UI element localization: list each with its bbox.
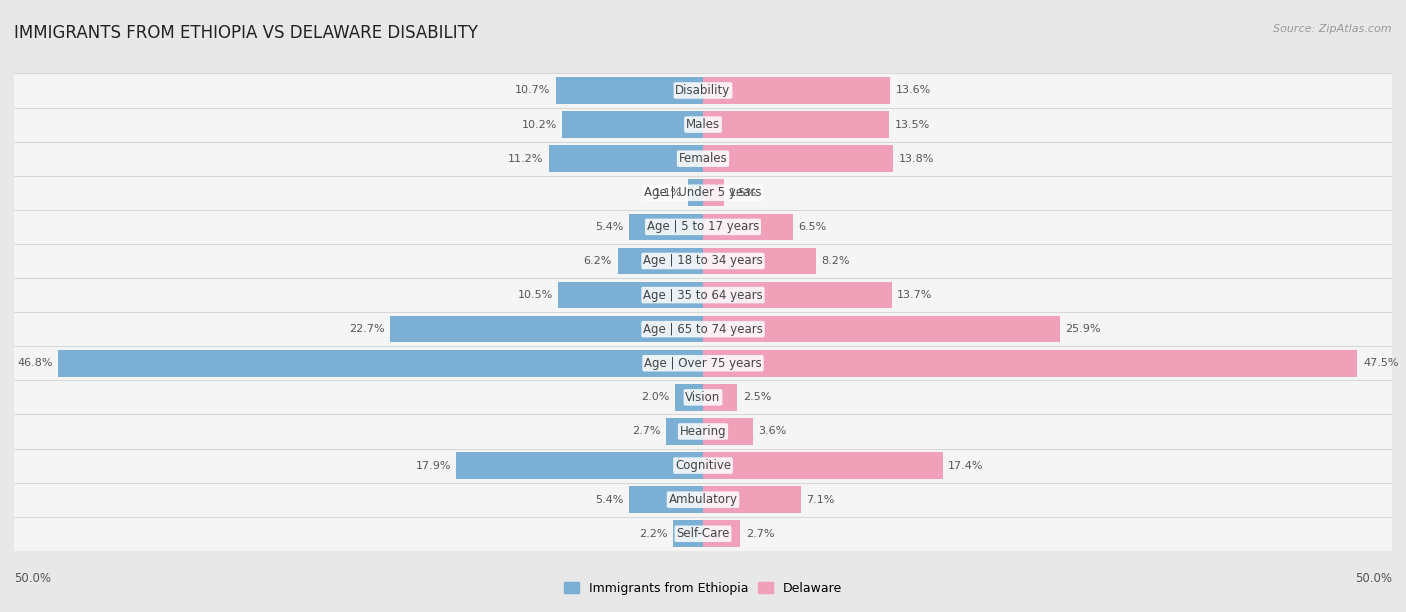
Text: Males: Males bbox=[686, 118, 720, 131]
Text: 5.4%: 5.4% bbox=[595, 494, 623, 505]
Bar bbox=[14, 346, 1392, 380]
Bar bbox=[703, 146, 893, 172]
Text: 5.4%: 5.4% bbox=[595, 222, 623, 232]
Bar bbox=[703, 350, 1358, 376]
Bar bbox=[703, 487, 801, 513]
Bar bbox=[628, 214, 703, 240]
Bar bbox=[672, 520, 703, 547]
Bar bbox=[14, 210, 1392, 244]
Text: Age | 5 to 17 years: Age | 5 to 17 years bbox=[647, 220, 759, 233]
Text: 10.5%: 10.5% bbox=[517, 290, 553, 300]
Bar bbox=[457, 452, 703, 479]
Text: Age | Over 75 years: Age | Over 75 years bbox=[644, 357, 762, 370]
Bar bbox=[617, 248, 703, 274]
Text: 3.6%: 3.6% bbox=[758, 427, 786, 436]
Text: 50.0%: 50.0% bbox=[1355, 572, 1392, 585]
Legend: Immigrants from Ethiopia, Delaware: Immigrants from Ethiopia, Delaware bbox=[558, 577, 848, 600]
Text: 17.9%: 17.9% bbox=[415, 461, 451, 471]
Text: 1.1%: 1.1% bbox=[654, 188, 682, 198]
Bar bbox=[703, 452, 943, 479]
Bar bbox=[628, 487, 703, 513]
Text: 10.2%: 10.2% bbox=[522, 119, 557, 130]
Text: 2.7%: 2.7% bbox=[745, 529, 775, 539]
Bar bbox=[666, 418, 703, 445]
Text: Cognitive: Cognitive bbox=[675, 459, 731, 472]
Bar bbox=[703, 214, 793, 240]
Bar bbox=[14, 176, 1392, 210]
Bar bbox=[703, 179, 724, 206]
Text: 13.5%: 13.5% bbox=[894, 119, 929, 130]
Bar bbox=[703, 418, 752, 445]
Text: IMMIGRANTS FROM ETHIOPIA VS DELAWARE DISABILITY: IMMIGRANTS FROM ETHIOPIA VS DELAWARE DIS… bbox=[14, 24, 478, 42]
Text: 10.7%: 10.7% bbox=[515, 86, 550, 95]
Text: 22.7%: 22.7% bbox=[349, 324, 385, 334]
Text: Age | 35 to 64 years: Age | 35 to 64 years bbox=[643, 289, 763, 302]
Text: Vision: Vision bbox=[685, 391, 721, 404]
Bar bbox=[555, 77, 703, 104]
Text: 6.5%: 6.5% bbox=[799, 222, 827, 232]
Text: 13.7%: 13.7% bbox=[897, 290, 932, 300]
Bar bbox=[58, 350, 703, 376]
Bar bbox=[14, 141, 1392, 176]
Text: 25.9%: 25.9% bbox=[1066, 324, 1101, 334]
Text: 2.0%: 2.0% bbox=[641, 392, 669, 402]
Text: Self-Care: Self-Care bbox=[676, 528, 730, 540]
Bar bbox=[703, 282, 891, 308]
Bar bbox=[703, 77, 890, 104]
Bar bbox=[703, 520, 740, 547]
Text: 13.6%: 13.6% bbox=[896, 86, 931, 95]
Text: Age | Under 5 years: Age | Under 5 years bbox=[644, 186, 762, 200]
Text: 2.5%: 2.5% bbox=[742, 392, 772, 402]
Bar bbox=[14, 244, 1392, 278]
Text: 13.8%: 13.8% bbox=[898, 154, 934, 163]
Text: 8.2%: 8.2% bbox=[821, 256, 851, 266]
Bar bbox=[703, 111, 889, 138]
Text: Females: Females bbox=[679, 152, 727, 165]
Text: Age | 65 to 74 years: Age | 65 to 74 years bbox=[643, 323, 763, 335]
Text: 46.8%: 46.8% bbox=[17, 358, 52, 368]
Text: 6.2%: 6.2% bbox=[583, 256, 612, 266]
Bar bbox=[703, 384, 738, 411]
Bar bbox=[14, 312, 1392, 346]
Text: 47.5%: 47.5% bbox=[1362, 358, 1399, 368]
Text: Source: ZipAtlas.com: Source: ZipAtlas.com bbox=[1274, 24, 1392, 34]
Text: Age | 18 to 34 years: Age | 18 to 34 years bbox=[643, 255, 763, 267]
Text: Hearing: Hearing bbox=[679, 425, 727, 438]
Bar bbox=[14, 278, 1392, 312]
Bar bbox=[14, 517, 1392, 551]
Text: Disability: Disability bbox=[675, 84, 731, 97]
Bar bbox=[14, 108, 1392, 141]
Bar bbox=[562, 111, 703, 138]
Text: 1.5%: 1.5% bbox=[730, 188, 758, 198]
Bar bbox=[703, 248, 815, 274]
Text: 17.4%: 17.4% bbox=[948, 461, 984, 471]
Bar bbox=[558, 282, 703, 308]
Bar bbox=[675, 384, 703, 411]
Text: 11.2%: 11.2% bbox=[508, 154, 543, 163]
Text: 7.1%: 7.1% bbox=[807, 494, 835, 505]
Bar bbox=[14, 73, 1392, 108]
Bar bbox=[688, 179, 703, 206]
Bar bbox=[391, 316, 703, 343]
Bar bbox=[14, 483, 1392, 517]
Text: 2.2%: 2.2% bbox=[638, 529, 668, 539]
Bar bbox=[548, 146, 703, 172]
Bar bbox=[14, 380, 1392, 414]
Text: Ambulatory: Ambulatory bbox=[668, 493, 738, 506]
Text: 2.7%: 2.7% bbox=[631, 427, 661, 436]
Text: 50.0%: 50.0% bbox=[14, 572, 51, 585]
Bar bbox=[703, 316, 1060, 343]
Bar bbox=[14, 414, 1392, 449]
Bar bbox=[14, 449, 1392, 483]
